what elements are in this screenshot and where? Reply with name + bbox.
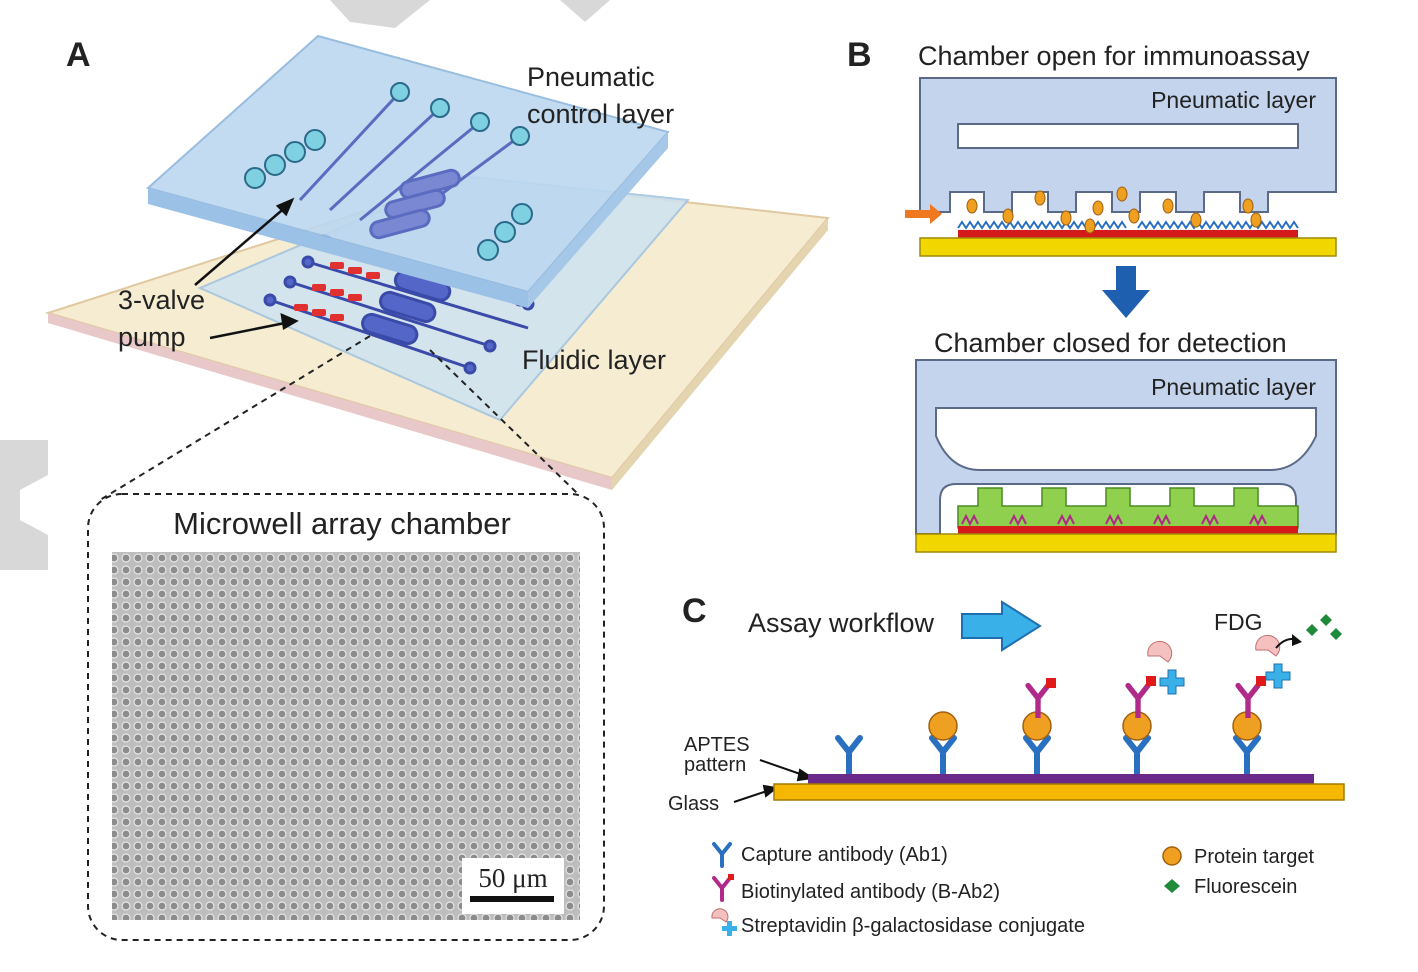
pneumatic-label-2: control layer [527, 99, 674, 129]
fluorescein-icon [1164, 879, 1180, 893]
down-arrow [1102, 266, 1150, 318]
legend: Capture antibody (Ab1) Biotinylated anti… [711, 842, 1315, 937]
scale-bar [470, 896, 554, 902]
glass-label: Glass [668, 793, 719, 815]
legend-biotin: Biotinylated antibody (B-Ab2) [741, 881, 1000, 903]
scale-bar-label: 50 μm [478, 863, 547, 893]
open-chamber: Pneumatic layer [905, 77, 1337, 257]
pump-valves [294, 262, 380, 321]
pump-label-1: 3-valve [118, 285, 205, 315]
chamber-title: Microwell array chamber [173, 506, 511, 541]
microwell-chamber-frame [87, 493, 605, 941]
aptes-layer [808, 774, 1314, 784]
workflow-title: Assay workflow [748, 608, 935, 638]
flow-arrow [905, 204, 942, 224]
panel-a-label: A [66, 36, 91, 74]
capture-antibody-icon [712, 842, 732, 868]
pneumatic-label-1: Pneumatic [527, 62, 655, 92]
legend-capture: Capture antibody (Ab1) [741, 844, 948, 866]
pneumatic-lines [298, 90, 521, 240]
decor-shape-top [330, 0, 610, 28]
panel-c-label: C [682, 592, 707, 630]
open-title: Chamber open for immunoassay [918, 41, 1310, 71]
pneumatic-layer-label-bottom: Pneumatic layer [1151, 374, 1316, 400]
glass-layer [773, 783, 1345, 801]
streptavidin-icon [711, 908, 729, 923]
pump-arrows [194, 197, 299, 340]
protein-target-icon [1162, 846, 1182, 866]
closed-chamber: Pneumatic layer [915, 359, 1337, 553]
zoom-lines [99, 335, 579, 501]
decor-shape-left [0, 440, 48, 570]
aptes-label-1: APTES [684, 734, 750, 756]
scale-bar-box [462, 858, 564, 914]
legend-fluor: Fluorescein [1194, 876, 1297, 898]
pump-label-2: pump [118, 322, 186, 352]
closed-title: Chamber closed for detection [934, 328, 1287, 358]
panel-b-label: B [847, 36, 872, 74]
fluidic-label: Fluidic layer [522, 345, 666, 375]
aptes-label-2: pattern [684, 754, 746, 776]
assay-steps [838, 614, 1342, 774]
biotin-antibody-icon [712, 876, 732, 902]
pneumatic-ports [244, 82, 533, 261]
legend-strept: Streptavidin β-galactosidase conjugate [741, 915, 1085, 937]
workflow-arrow [961, 600, 1042, 652]
legend-protein: Protein target [1194, 846, 1315, 868]
fdg-label: FDG [1214, 609, 1263, 635]
pneumatic-layer-label-top: Pneumatic layer [1151, 87, 1316, 113]
